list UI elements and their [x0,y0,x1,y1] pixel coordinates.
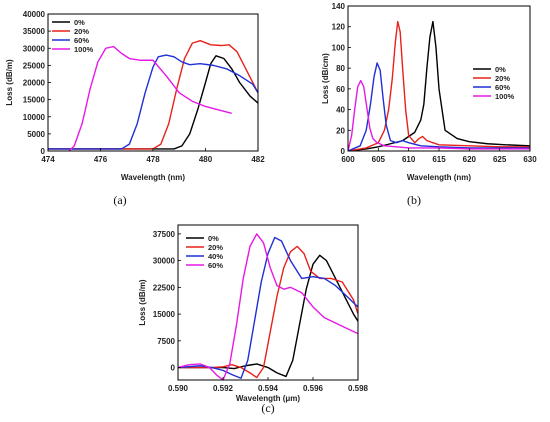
legend-1: 0%20%60%100% [52,18,94,54]
y-tick-label: 100 [332,43,346,52]
y-tick-label: 20 [336,126,345,135]
y-tick-label: 25000 [23,61,46,70]
y-tick-label: 30000 [23,44,46,53]
x-tick-label: 0.598 [348,384,369,393]
y-tick-label: 40 [336,106,345,115]
x-tick-label: 478 [146,155,160,164]
y-tick-label: 0 [41,147,46,156]
series-line-3-2 [178,245,358,379]
y-tick-label: 37500 [153,230,176,239]
legend-label: 0% [495,65,506,74]
panel-caption: (a) [113,193,126,207]
y-tick-label: 35000 [23,27,46,36]
y-tick-label: 120 [332,23,346,32]
x-axis-label: Wavelength (nm) [407,173,471,182]
y-tick-label: 80 [336,64,345,73]
y-tick-label: 140 [332,2,346,11]
x-tick-label: 480 [199,155,213,164]
y-tick-label: 15000 [153,310,176,319]
y-tick-label: 60 [336,85,345,94]
y-tick-label: 15000 [23,96,46,105]
legend-label: 60% [74,36,89,45]
x-tick-label: 0.592 [213,384,234,393]
x-tick-label: 0.596 [303,384,324,393]
x-tick-label: 0.590 [168,384,189,393]
legend-label: 40% [208,252,223,261]
x-axis-label: Wavelength (nm) [121,173,185,182]
series-line-2-4 [348,79,530,151]
x-tick-label: 0.594 [258,384,279,393]
x-tick-label: 600 [341,155,355,164]
series-line-1-4 [68,45,232,151]
y-tick-label: 40000 [23,10,46,19]
y-axis-label: Loss (dB/cm) [321,53,330,104]
series-line-1-2 [48,40,258,150]
x-tick-label: 610 [402,155,416,164]
y-tick-label: 5000 [27,130,45,139]
legend-label: 60% [495,83,510,92]
chart-panel-3: 0.590 0.592 0.594 0.596 0.598 0 7500 15000 22500… [138,224,369,415]
y-tick-label: 0 [171,364,176,373]
series-line-1-3 [48,54,258,150]
legend-label: 20% [495,74,510,83]
chart-panel-2: 600 605 610 615 620 625 630 0 20 40 60 80 100 120 140 W… [321,2,537,207]
legend-label: 100% [74,45,94,54]
panel-caption: (b) [407,193,421,207]
x-tick-label: 474 [41,155,55,164]
legend-2: 0%20%60%100% [473,65,515,101]
x-tick-label: 625 [493,155,507,164]
y-tick-label: 10000 [23,113,46,122]
series-line-3-4 [178,233,358,380]
plot-frame-3 [177,224,359,381]
legend-label: 100% [495,92,515,101]
y-tick-label: 22500 [153,283,176,292]
series-line-3-1 [178,254,358,378]
y-tick-label: 7500 [157,337,175,346]
x-tick-label: 630 [523,155,537,164]
legend-label: 0% [208,234,219,243]
x-tick-label: 605 [372,155,386,164]
chart-panel-1: 474 476 478 480 482 0 5000 10000 15000 20000 25000… [5,10,265,207]
legend-label: 60% [208,261,223,270]
y-axis-label: Loss (dB/m) [5,59,14,106]
y-axis-label: Loss (dB/m) [138,279,147,326]
x-tick-label: 476 [94,155,108,164]
y-tick-label: 20000 [23,79,46,88]
legend-label: 20% [74,27,89,36]
x-axis-label: Wavelength (μm) [236,394,300,403]
series-line-2-3 [348,62,530,151]
y-tick-label: 0 [341,147,346,156]
x-tick-label: 482 [251,155,265,164]
y-tick-label: 30000 [153,257,176,266]
series-line-2-2 [348,20,530,151]
legend-label: 20% [208,243,223,252]
series-line-2-1 [348,20,530,151]
series-line-1-1 [48,55,258,150]
legend-label: 0% [74,18,85,27]
legend-3: 0%20%40%60% [186,234,223,270]
x-tick-label: 615 [432,155,446,164]
x-tick-label: 620 [463,155,477,164]
series-line-3-3 [178,236,358,379]
panel-caption: (c) [261,401,274,415]
